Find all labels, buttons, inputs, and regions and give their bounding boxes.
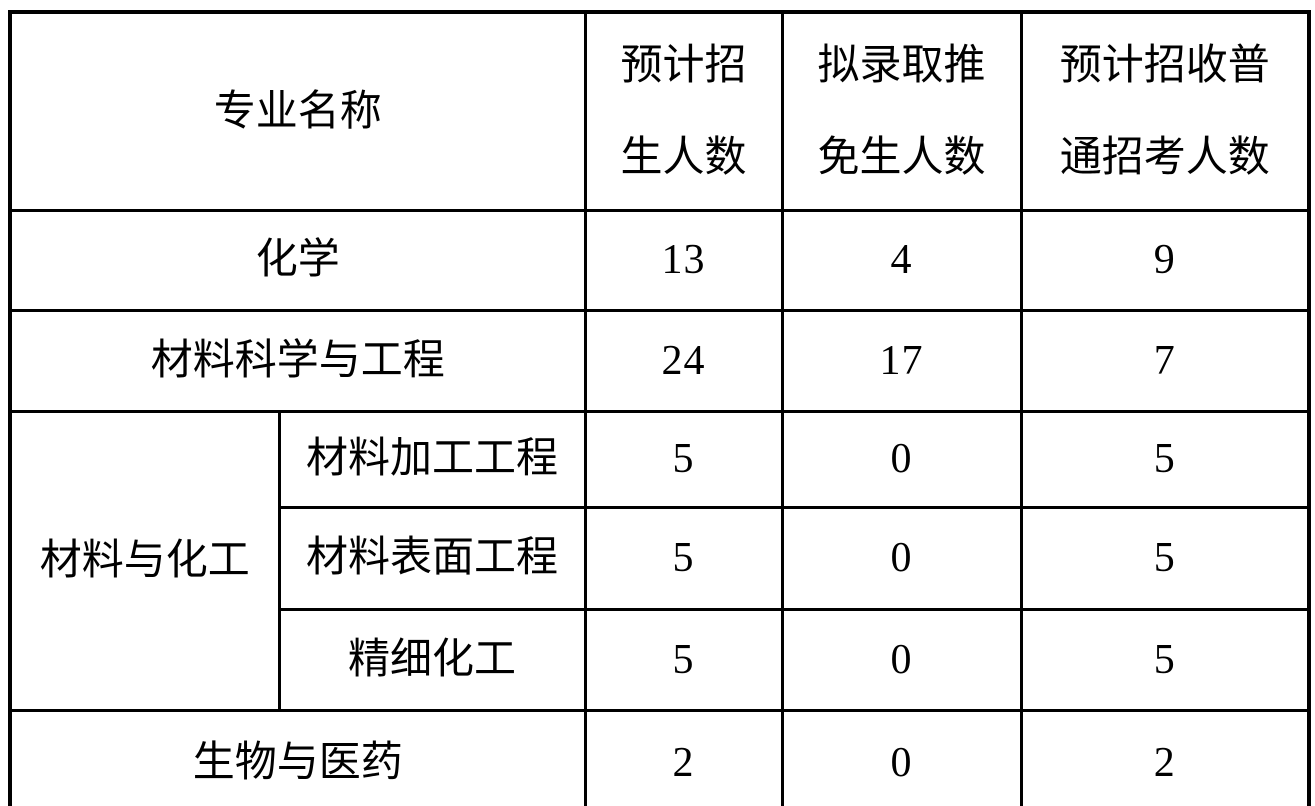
table-row-chemistry: 化学 13 4 9 xyxy=(8,209,1311,312)
table-row-fine-chemicals: 精细化工 5 0 5 xyxy=(10,608,1311,712)
planned-value: 24 xyxy=(583,309,784,413)
sub-major-name-cell: 精细化工 xyxy=(277,608,587,712)
recommended-value: 4 xyxy=(780,209,1023,312)
planned-value: 2 xyxy=(583,709,784,806)
recommended-value: 0 xyxy=(780,410,1023,509)
regular-value: 5 xyxy=(1019,506,1311,611)
regular-value: 5 xyxy=(1019,410,1311,509)
regular-value: 9 xyxy=(1019,209,1311,312)
header-regular-exam: 预计招收普 通招考人数 xyxy=(1019,10,1311,212)
planned-value: 5 xyxy=(583,506,784,611)
header-planned-enrollment: 预计招 生人数 xyxy=(583,10,784,212)
header-major-name: 专业名称 xyxy=(8,10,587,212)
recommended-value: 0 xyxy=(780,709,1023,806)
recommended-value: 17 xyxy=(780,309,1023,413)
admission-table: 专业名称 预计招 生人数 拟录取推 免生人数 预计招收普 通招考人数 化学 13… xyxy=(8,10,1312,806)
table-row-materials-processing: 材料与化工 材料加工工程 5 0 5 xyxy=(8,410,1311,712)
regular-value: 5 xyxy=(1019,608,1311,712)
sub-major-name-cell: 材料表面工程 xyxy=(277,506,587,611)
recommended-value: 0 xyxy=(780,506,1023,611)
major-name-cell: 材料科学与工程 xyxy=(8,309,587,413)
recommended-value: 0 xyxy=(780,608,1023,712)
regular-value: 2 xyxy=(1019,709,1311,806)
planned-value: 5 xyxy=(583,608,784,712)
table-row-materials-science: 材料科学与工程 24 17 7 xyxy=(8,309,1311,413)
major-group-cell: 材料与化工 xyxy=(8,410,281,712)
planned-value: 5 xyxy=(583,410,784,509)
table-row-biology-medicine: 生物与医药 2 0 2 xyxy=(8,709,1311,806)
planned-value: 13 xyxy=(583,209,784,312)
major-name-cell: 化学 xyxy=(8,209,587,312)
table-row-materials-surface: 材料表面工程 5 0 5 xyxy=(10,506,1311,611)
header-recommended-exempt: 拟录取推 免生人数 xyxy=(780,10,1023,212)
major-name-cell: 生物与医药 xyxy=(8,709,587,806)
regular-value: 7 xyxy=(1019,309,1311,413)
sub-major-name-cell: 材料加工工程 xyxy=(277,410,587,509)
table-header-row: 专业名称 预计招 生人数 拟录取推 免生人数 预计招收普 通招考人数 xyxy=(8,10,1311,212)
